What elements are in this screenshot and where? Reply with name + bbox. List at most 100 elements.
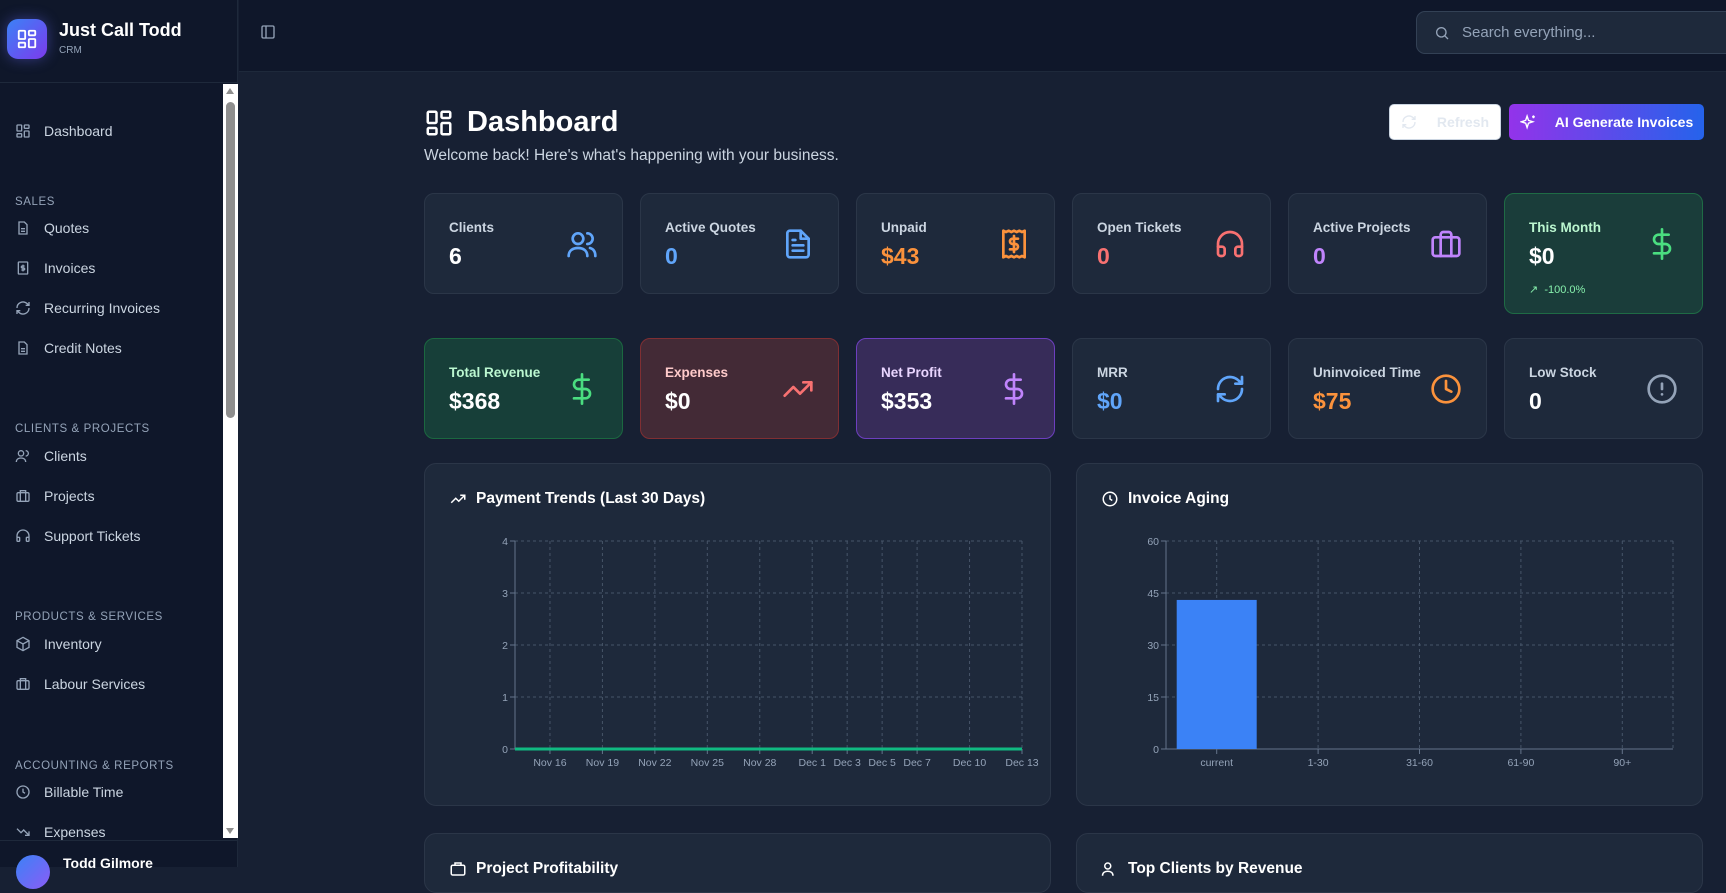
- stat-card-low-stock[interactable]: Low Stock 0: [1504, 338, 1703, 439]
- sidebar-toggle-icon[interactable]: [260, 24, 276, 40]
- billable-time-icon: [16, 785, 30, 799]
- x-tick-label: current: [1200, 757, 1233, 769]
- x-tick-label: Nov 22: [638, 757, 671, 769]
- sidebar-item-credit-notes[interactable]: Credit Notes: [15, 337, 122, 359]
- stat-value: $0: [1097, 388, 1123, 414]
- y-tick-label: 4: [502, 536, 508, 548]
- sidebar-item-expenses[interactable]: Expenses: [15, 821, 105, 840]
- stat-value: $0: [665, 388, 691, 414]
- alert-circle-icon: [1647, 374, 1677, 404]
- page-title: Dashboard: [467, 106, 619, 138]
- refresh-icon: [1216, 375, 1244, 403]
- y-tick-label: 1: [502, 692, 508, 704]
- sidebar-item-recurring-invoices[interactable]: Recurring Invoices: [15, 297, 160, 319]
- sidebar-item-dashboard[interactable]: Dashboard: [15, 120, 113, 142]
- payment-trends-panel: Payment Trends (Last 30 Days) 0 1 2 3 4 Nov 1…: [424, 463, 1051, 806]
- x-tick-label: Dec 7: [903, 757, 931, 769]
- stat-card-this-month[interactable]: This Month $0 ↗ -100.0%: [1504, 193, 1703, 314]
- sidebar-item-label: Labour Services: [44, 676, 146, 692]
- page-header: Dashboard: [424, 106, 618, 139]
- document-icon: [786, 229, 810, 259]
- trend-value: -100.0%: [1544, 284, 1586, 296]
- support-tickets-icon: [16, 529, 30, 542]
- sidebar-item-clients[interactable]: Clients: [15, 445, 87, 467]
- page-subtitle: Welcome back! Here's what's happening wi…: [424, 147, 839, 164]
- x-tick-label: Nov 16: [533, 757, 566, 769]
- stat-card-unpaid[interactable]: Unpaid $43: [856, 193, 1055, 294]
- stat-value: $75: [1313, 388, 1352, 414]
- bar-current: [1176, 599, 1257, 749]
- sidebar-nav: Dashboard SALES Quotes Invoices Recurring I…: [0, 84, 222, 840]
- avatar: [16, 855, 50, 889]
- x-tick-label: Nov 28: [743, 757, 776, 769]
- user-profile[interactable]: Todd Gilmore: [0, 840, 238, 889]
- stat-card-expenses[interactable]: Expenses $0: [640, 338, 839, 439]
- sidebar-item-labour-services[interactable]: Labour Services: [15, 673, 145, 695]
- stat-label: This Month: [1529, 220, 1601, 235]
- stat-label: Total Revenue: [449, 365, 541, 380]
- sidebar-item-label: Billable Time: [44, 784, 124, 800]
- sidebar-item-inventory[interactable]: Inventory: [15, 633, 102, 655]
- x-tick-label: 1-30: [1308, 757, 1329, 769]
- stat-card-total-revenue[interactable]: Total Revenue $368: [424, 338, 623, 439]
- search-icon: [1436, 26, 1449, 39]
- trending-up-icon: [450, 494, 466, 504]
- stat-value: 0: [665, 243, 678, 269]
- briefcase-icon: [1431, 230, 1461, 258]
- stat-card-net-profit[interactable]: Net Profit $353: [856, 338, 1055, 439]
- stat-card-open-tickets[interactable]: Open Tickets 0: [1072, 193, 1271, 294]
- y-tick-label: 15: [1147, 692, 1159, 704]
- y-tick-label: 2: [502, 640, 508, 652]
- users-icon: [1101, 862, 1114, 876]
- sidebar-item-invoices[interactable]: Invoices: [15, 257, 95, 279]
- x-tick-label: Dec 13: [1005, 757, 1038, 769]
- y-tick-label: 3: [502, 588, 508, 600]
- refresh-button[interactable]: Refresh: [1389, 104, 1501, 140]
- stat-card-mrr[interactable]: MRR $0: [1072, 338, 1271, 439]
- stat-label: Open Tickets: [1097, 220, 1182, 235]
- stat-label: Net Profit: [881, 365, 942, 380]
- sidebar-item-label: Expenses: [44, 824, 106, 840]
- sparkles-icon: [1519, 113, 1535, 130]
- briefcase-icon: [450, 862, 466, 876]
- x-tick-label: Dec 10: [953, 757, 986, 769]
- sidebar-section-title: PRODUCTS & SERVICES: [15, 611, 163, 623]
- x-tick-label: Dec 5: [868, 757, 896, 769]
- sidebar-section-title: CLIENTS & PROJECTS: [15, 423, 150, 435]
- stat-trend: ↗ -100.0%: [1529, 283, 1585, 296]
- sidebar-item-quotes[interactable]: Quotes: [15, 217, 89, 239]
- y-tick-label: 60: [1147, 536, 1159, 548]
- dollar-icon: [1652, 228, 1672, 260]
- stat-value: 0: [1097, 243, 1110, 269]
- ai-generate-invoices-button[interactable]: AI Generate Invoices: [1509, 104, 1704, 140]
- stat-card-uninvoiced-time[interactable]: Uninvoiced Time $75: [1288, 338, 1487, 439]
- projects-icon: [16, 490, 30, 502]
- top-bar: [239, 0, 1726, 72]
- chart-title: Payment Trends (Last 30 Days): [476, 490, 706, 507]
- sidebar-scrollbar[interactable]: [223, 84, 238, 838]
- invoice-aging-chart: 0 15 30 45 60 current 1-30 31-60 61-90 90+: [1147, 536, 1674, 769]
- user-name: Todd Gilmore: [63, 855, 153, 871]
- y-tick-label: 0: [502, 744, 508, 756]
- refresh-label: Refresh: [1436, 114, 1490, 130]
- stat-card-active-quotes[interactable]: Active Quotes 0: [640, 193, 839, 294]
- stat-value: $353: [881, 388, 933, 414]
- search-input[interactable]: [1462, 24, 1712, 41]
- x-tick-label: 90+: [1613, 757, 1631, 769]
- stat-card-active-projects[interactable]: Active Projects 0: [1288, 193, 1487, 294]
- stat-label: Expenses: [665, 365, 729, 380]
- sidebar-item-billable-time[interactable]: Billable Time: [15, 781, 123, 803]
- sidebar-item-label: Invoices: [44, 260, 96, 276]
- clients-icon: [15, 450, 29, 463]
- search-box[interactable]: [1416, 11, 1726, 54]
- expenses-icon: [16, 828, 30, 836]
- stat-value: $368: [449, 388, 501, 414]
- stat-value: $43: [881, 243, 920, 269]
- ai-label: AI Generate Invoices: [1554, 114, 1694, 130]
- project-profitability-panel: Project Profitability: [424, 833, 1051, 893]
- top-clients-panel: Top Clients by Revenue: [1076, 833, 1703, 893]
- stat-card-clients[interactable]: Clients 6: [424, 193, 623, 294]
- chart-title: Invoice Aging: [1128, 490, 1230, 507]
- sidebar-item-support-tickets[interactable]: Support Tickets: [15, 525, 141, 547]
- sidebar-item-projects[interactable]: Projects: [15, 485, 95, 507]
